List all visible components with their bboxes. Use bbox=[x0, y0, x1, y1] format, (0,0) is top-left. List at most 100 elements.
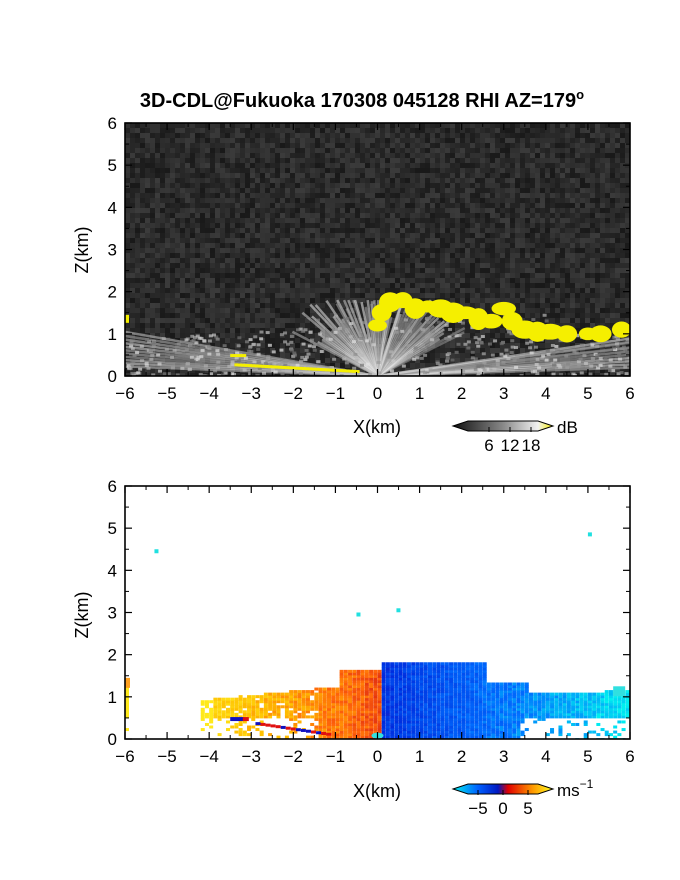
noise-cell bbox=[375, 278, 380, 283]
noise-cell bbox=[485, 353, 490, 358]
noise-cell bbox=[210, 303, 215, 308]
noise-cell bbox=[490, 208, 495, 213]
noise-cell bbox=[525, 133, 530, 138]
noise-cell bbox=[410, 288, 415, 293]
noise-cell bbox=[275, 243, 280, 248]
noise-cell bbox=[155, 143, 160, 148]
noise-cell bbox=[265, 183, 270, 188]
noise-cell bbox=[360, 123, 365, 128]
noise-cell bbox=[435, 283, 440, 288]
noise-cell bbox=[200, 323, 205, 328]
noise-cell bbox=[315, 353, 320, 358]
noise-cell bbox=[495, 253, 500, 258]
noise-cell bbox=[540, 163, 545, 168]
noise-cell bbox=[420, 178, 425, 183]
noise-cell bbox=[135, 363, 140, 368]
noise-cell bbox=[575, 148, 580, 153]
noise-cell bbox=[130, 183, 135, 188]
noise-cell bbox=[290, 283, 295, 288]
noise-cell bbox=[325, 308, 330, 313]
noise-cell bbox=[560, 153, 565, 158]
noise-cell bbox=[400, 198, 405, 203]
noise-cell bbox=[175, 323, 180, 328]
noise-cell bbox=[180, 373, 185, 376]
noise-cell bbox=[450, 223, 455, 228]
noise-cell bbox=[570, 148, 575, 153]
noise-cell bbox=[360, 158, 365, 163]
noise-cell bbox=[325, 143, 330, 148]
noise-cell bbox=[400, 213, 405, 218]
noise-cell bbox=[525, 288, 530, 293]
noise-cell bbox=[405, 193, 410, 198]
noise-cell bbox=[515, 173, 520, 178]
noise-cell bbox=[565, 303, 570, 308]
noise-cell bbox=[175, 218, 180, 223]
noise-cell bbox=[135, 268, 140, 273]
noise-cell bbox=[230, 123, 235, 128]
noise-cell bbox=[535, 208, 540, 213]
noise-cell bbox=[530, 253, 535, 258]
noise-cell bbox=[235, 308, 240, 313]
noise-cell bbox=[160, 318, 165, 323]
noise-cell bbox=[285, 173, 290, 178]
noise-cell bbox=[455, 208, 460, 213]
noise-cell bbox=[140, 198, 145, 203]
noise-cell bbox=[355, 298, 360, 303]
noise-cell bbox=[405, 273, 410, 278]
noise-cell bbox=[415, 193, 420, 198]
noise-cell bbox=[545, 223, 550, 228]
noise-cell bbox=[385, 163, 390, 168]
noise-cell bbox=[525, 148, 530, 153]
noise-cell bbox=[205, 283, 210, 288]
noise-cell bbox=[145, 223, 150, 228]
noise-cell bbox=[595, 263, 600, 268]
noise-cell bbox=[575, 128, 580, 133]
noise-cell bbox=[550, 238, 555, 243]
noise-cell bbox=[225, 128, 230, 133]
noise-cell bbox=[210, 278, 215, 283]
noise-cell bbox=[425, 278, 430, 283]
noise-cell bbox=[420, 318, 425, 323]
noise-cell bbox=[240, 208, 245, 213]
noise-cell bbox=[205, 338, 210, 343]
noise-cell bbox=[160, 258, 165, 263]
noise-cell bbox=[385, 123, 390, 128]
noise-cell bbox=[425, 183, 430, 188]
noise-cell bbox=[550, 183, 555, 188]
noise-cell bbox=[495, 353, 500, 358]
noise-cell bbox=[220, 318, 225, 323]
noise-cell bbox=[380, 233, 385, 238]
noise-cell bbox=[285, 278, 290, 283]
noise-cell bbox=[370, 128, 375, 133]
noise-cell bbox=[255, 188, 260, 193]
noise-cell bbox=[545, 188, 550, 193]
noise-cell bbox=[190, 178, 195, 183]
noise-cell bbox=[460, 218, 465, 223]
noise-cell bbox=[510, 223, 515, 228]
noise-cell bbox=[170, 203, 175, 208]
noise-cell bbox=[565, 178, 570, 183]
noise-cell bbox=[495, 343, 500, 348]
noise-cell bbox=[390, 148, 395, 153]
noise-cell bbox=[565, 233, 570, 238]
noise-cell bbox=[160, 253, 165, 258]
noise-cell bbox=[570, 208, 575, 213]
noise-cell bbox=[265, 248, 270, 253]
noise-cell bbox=[335, 233, 340, 238]
noise-cell bbox=[165, 138, 170, 143]
noise-cell bbox=[175, 148, 180, 153]
noise-cell bbox=[500, 163, 505, 168]
noise-cell bbox=[355, 198, 360, 203]
noise-cell bbox=[260, 333, 265, 338]
noise-cell bbox=[245, 343, 250, 348]
noise-cell bbox=[605, 293, 610, 298]
noise-cell bbox=[530, 343, 535, 348]
noise-cell bbox=[415, 208, 420, 213]
noise-cell bbox=[140, 228, 145, 233]
noise-cell bbox=[135, 248, 140, 253]
noise-cell bbox=[515, 223, 520, 228]
noise-cell bbox=[140, 233, 145, 238]
noise-cell bbox=[135, 308, 140, 313]
noise-cell bbox=[480, 133, 485, 138]
